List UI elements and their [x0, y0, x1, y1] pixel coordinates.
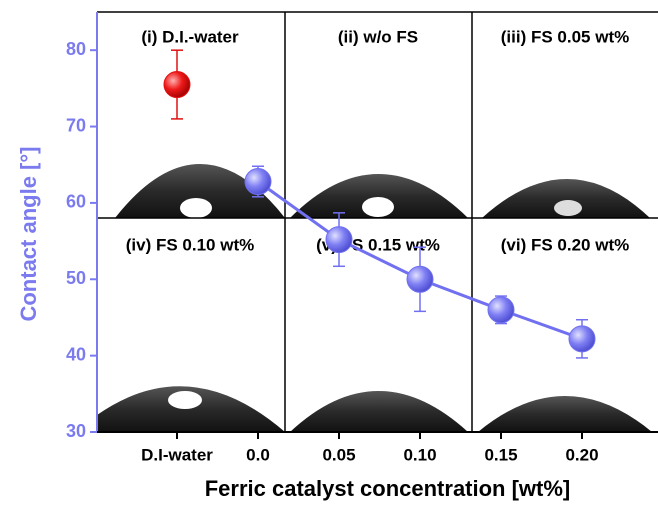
- y-tick-label: 30: [66, 421, 86, 441]
- y-tick-label: 50: [66, 268, 86, 288]
- x-tick-label: 0.15: [484, 445, 517, 464]
- data-point: [487, 296, 515, 324]
- y-axis-label: Contact angle [°]: [16, 146, 41, 321]
- y-tick-label: 70: [66, 115, 86, 135]
- x-tick-label: 0.0: [246, 445, 270, 464]
- y-tick-label: 80: [66, 39, 86, 59]
- x-tick-label: 0.05: [322, 445, 355, 464]
- panel-label: (iv) FS 0.10 wt%: [126, 235, 254, 254]
- x-tick-label: D.I-water: [141, 445, 213, 464]
- droplet: [290, 391, 468, 432]
- data-point: [406, 265, 434, 293]
- y-tick-label: 60: [66, 192, 86, 212]
- panel-label: (vi) FS 0.20 wt%: [501, 235, 629, 254]
- panels: [97, 11, 658, 432]
- panel-label: (iii) FS 0.05 wt%: [501, 27, 629, 46]
- data-point: [325, 226, 353, 254]
- x-axis-label: Ferric catalyst concentration [wt%]: [205, 476, 571, 501]
- droplet-highlight: [554, 200, 582, 216]
- x-tick-label: 0.10: [403, 445, 436, 464]
- droplet: [478, 396, 652, 432]
- droplet-highlight: [362, 197, 394, 217]
- data-point: [244, 168, 272, 196]
- droplet: [115, 164, 285, 218]
- data-point: [163, 71, 191, 99]
- panel-label: (i) D.I.-water: [141, 27, 239, 46]
- droplet-highlight: [168, 391, 202, 409]
- plot-background: [97, 12, 658, 432]
- droplet: [97, 386, 285, 432]
- droplet-highlight: [180, 198, 212, 218]
- panel-label: (ii) w/o FS: [338, 27, 418, 46]
- x-tick-label: 0.20: [565, 445, 598, 464]
- data-point: [568, 325, 596, 353]
- droplet: [482, 179, 650, 218]
- droplet: [290, 174, 468, 218]
- y-tick-label: 40: [66, 344, 86, 364]
